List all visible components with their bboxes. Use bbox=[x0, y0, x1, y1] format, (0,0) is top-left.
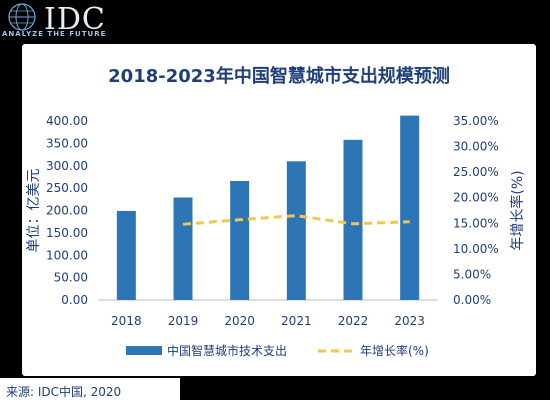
bar bbox=[400, 115, 420, 300]
x-tick-label: 2021 bbox=[281, 314, 312, 328]
x-tick-label: 2018 bbox=[111, 314, 142, 328]
y2-tick-label: 10.00% bbox=[453, 242, 499, 256]
y-axis-title: 单位：亿美元 bbox=[26, 169, 42, 253]
growth-rate-line bbox=[182, 214, 410, 226]
y-tick-label: 200.00 bbox=[46, 204, 88, 218]
bar bbox=[116, 210, 136, 300]
bar bbox=[230, 180, 250, 300]
y2-tick-label: 25.00% bbox=[453, 165, 499, 179]
bar bbox=[173, 197, 193, 300]
y2-tick-label: 5.00% bbox=[453, 267, 491, 281]
y-tick-label: 350.00 bbox=[46, 136, 88, 150]
y-tick-label: 50.00 bbox=[54, 271, 88, 285]
y2-tick-label: 15.00% bbox=[453, 216, 499, 230]
y-tick-label: 150.00 bbox=[46, 226, 88, 240]
y-tick-label: 400.00 bbox=[46, 114, 88, 128]
y2-tick-label: 20.00% bbox=[453, 191, 499, 205]
y2-axis-title: 年增长率(%) bbox=[509, 170, 526, 250]
y-tick-label: 300.00 bbox=[46, 159, 88, 173]
x-tick-label: 2019 bbox=[168, 314, 199, 328]
x-tick-label: 2023 bbox=[394, 314, 425, 328]
legend-label-line: 年增长率(%) bbox=[360, 343, 429, 358]
x-tick-label: 2020 bbox=[224, 314, 255, 328]
y-tick-label: 100.00 bbox=[46, 248, 88, 262]
source-box bbox=[0, 378, 180, 400]
y2-tick-label: 0.00% bbox=[453, 293, 491, 307]
y2-tick-label: 30.00% bbox=[453, 140, 499, 154]
y2-tick-label: 35.00% bbox=[453, 114, 499, 128]
chart-title: 2018-2023年中国智慧城市支出规模预测 bbox=[108, 66, 450, 87]
legend-swatch-bar bbox=[126, 346, 162, 355]
y-tick-label: 250.00 bbox=[46, 181, 88, 195]
bar bbox=[286, 161, 306, 300]
globe-icon bbox=[8, 3, 36, 31]
x-tick-label: 2022 bbox=[338, 314, 369, 328]
logo-name: IDC bbox=[44, 2, 106, 37]
idc-logo: IDC ANALYZE THE FUTURE bbox=[0, 0, 180, 44]
logo-tagline: ANALYZE THE FUTURE bbox=[2, 30, 107, 38]
bar bbox=[343, 139, 363, 300]
legend-label-bar: 中国智慧城市技术支出 bbox=[167, 343, 287, 358]
source-note: 来源: IDC中国, 2020 bbox=[6, 385, 122, 399]
chart-panel bbox=[22, 44, 536, 376]
y-tick-label: 0.00 bbox=[61, 293, 88, 307]
